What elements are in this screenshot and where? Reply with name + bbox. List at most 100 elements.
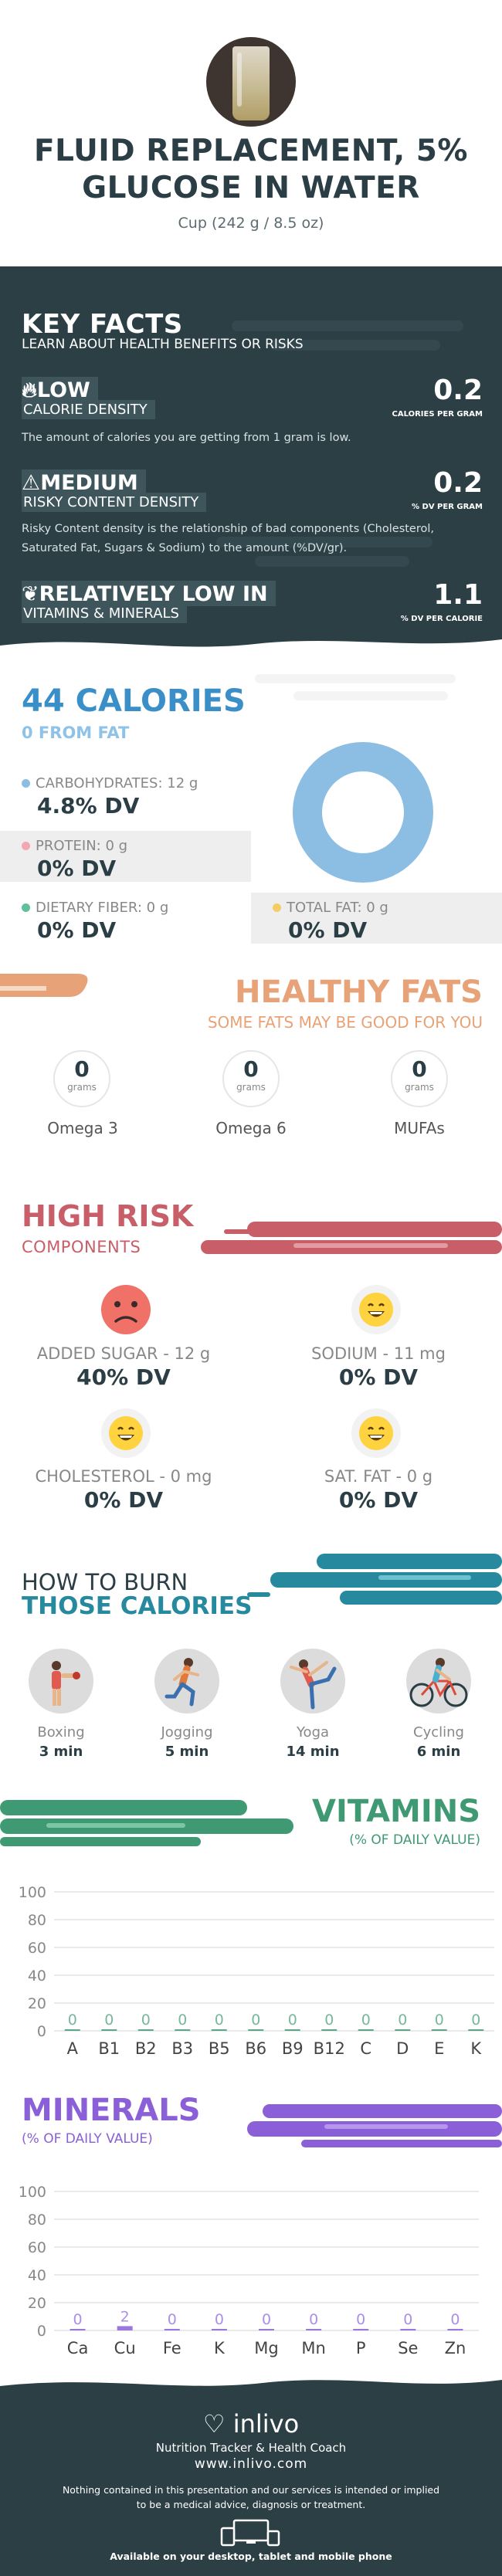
warning-icon: ⚠︎ bbox=[22, 471, 41, 495]
bar-value-label: 0 bbox=[356, 2311, 365, 2328]
sat-fat-label: SAT. FAT - 0 g bbox=[324, 1467, 433, 1486]
x-tick-label: Mg bbox=[254, 2339, 278, 2357]
added-sugar-dv: 40% DV bbox=[76, 1364, 171, 1390]
happy-face-icon bbox=[351, 1285, 401, 1334]
sodium-dv: 0% DV bbox=[338, 1364, 419, 1390]
activity-name: Yoga bbox=[296, 1724, 330, 1740]
activity-time: 5 min bbox=[165, 1744, 209, 1760]
x-tick-label: A bbox=[67, 2039, 79, 2058]
bar-value-label: 0 bbox=[141, 2012, 151, 2029]
activity-name: Cycling bbox=[413, 1724, 464, 1740]
calories-title: 44 CALORIES bbox=[22, 683, 246, 719]
bar-A bbox=[64, 2029, 80, 2031]
fact-level-risky-content: ⚠︎MEDIUM bbox=[22, 469, 146, 495]
high-risk-title: HIGH RISK bbox=[22, 1199, 194, 1233]
footer-url-link[interactable]: www.inlivo.com bbox=[194, 2456, 308, 2472]
x-tick-label: B9 bbox=[282, 2039, 304, 2058]
omega-6-label: Omega 6 bbox=[215, 1119, 287, 1137]
cholesterol-dv: 0% DV bbox=[83, 1487, 164, 1513]
omega-3-circle: 0 grams bbox=[53, 1050, 110, 1107]
cycling-icon bbox=[406, 1649, 471, 1713]
x-tick-label: B1 bbox=[98, 2039, 120, 2058]
y-tick-label: 100 bbox=[19, 2184, 46, 2201]
bar-Zn bbox=[447, 2329, 463, 2330]
bar-B9 bbox=[284, 2029, 300, 2031]
activity-time: 14 min bbox=[286, 1744, 340, 1760]
sodium-label: SODIUM - 11 mg bbox=[311, 1344, 446, 1363]
y-tick-label: 40 bbox=[28, 2267, 46, 2284]
bar-Mn bbox=[306, 2329, 322, 2330]
donut-slice-carbohydrates bbox=[293, 742, 433, 883]
decorative-stripe-minerals bbox=[247, 2104, 502, 2147]
bar-value-label: 0 bbox=[324, 2012, 334, 2029]
bar-K bbox=[211, 2329, 227, 2330]
bar-Ca bbox=[70, 2329, 86, 2330]
bar-D bbox=[395, 2029, 411, 2031]
nutrient-total-fat: TOTAL FAT: 0 g 0% DV bbox=[251, 893, 502, 944]
bar-value-label: 0 bbox=[403, 2311, 412, 2328]
cholesterol-label: CHOLESTEROL - 0 mg bbox=[35, 1467, 212, 1486]
omega-6-circle: 0 grams bbox=[222, 1050, 280, 1107]
fact-value-risky-content: 0.2 bbox=[433, 467, 483, 499]
bar-B6 bbox=[248, 2029, 264, 2031]
nutrient-carbohydrates: CARBOHYDRATES: 12 g 4.8% DV bbox=[0, 768, 255, 819]
bar-E bbox=[431, 2029, 447, 2031]
activity-name: Boxing bbox=[37, 1724, 85, 1740]
yoga-icon bbox=[280, 1649, 345, 1713]
burn-title-line1: HOW TO BURN bbox=[22, 1569, 188, 1595]
flame-icon: 🔥︎ bbox=[22, 378, 37, 402]
bar-value-label: 0 bbox=[471, 2012, 480, 2029]
bar-P bbox=[353, 2329, 369, 2330]
sad-face-icon bbox=[101, 1285, 151, 1334]
x-tick-label: Fe bbox=[163, 2339, 181, 2357]
bar-value-label: 0 bbox=[104, 2012, 114, 2029]
bar-B2 bbox=[137, 2029, 154, 2031]
x-tick-label: P bbox=[356, 2339, 366, 2357]
key-facts-subtitle: LEARN ABOUT HEALTH BENEFITS OR RISKS bbox=[22, 337, 304, 352]
fact-unit-risky-content: % DV PER GRAM bbox=[412, 503, 483, 511]
footer-logo[interactable]: ♡ inlivo bbox=[202, 2409, 300, 2439]
activity-name: Jogging bbox=[161, 1724, 213, 1740]
bar-value-label: 0 bbox=[168, 2311, 177, 2328]
vitamins-bar-chart: 0 20 40 60 80 100 0 A 0 B1 0 B2 0 B3 0 B5 0 B6 0 B9 0 B12 0 C 0 D… bbox=[19, 1884, 494, 2058]
y-tick-label: 20 bbox=[28, 2295, 46, 2312]
key-facts-section bbox=[0, 266, 502, 637]
y-tick-label: 40 bbox=[28, 1968, 46, 1985]
y-tick-label: 60 bbox=[28, 1940, 46, 1957]
footer bbox=[0, 2390, 502, 2576]
decorative-clouds-calories bbox=[255, 674, 456, 700]
x-tick-label: Zn bbox=[445, 2339, 466, 2357]
fact-unit-vitamins-minerals: % DV PER CALORIE bbox=[400, 615, 483, 623]
bar-value-label: 0 bbox=[450, 2311, 460, 2328]
bar-B5 bbox=[211, 2029, 227, 2031]
burn-title-line2: THOSE CALORIES bbox=[22, 1592, 253, 1620]
x-tick-label: Mn bbox=[301, 2339, 325, 2357]
healthy-fats-subtitle: SOME FATS MAY BE GOOD FOR YOU bbox=[207, 1013, 483, 1032]
x-tick-label: C bbox=[360, 2039, 371, 2058]
fact-description-risky-content: Risky Content density is the relationshi… bbox=[22, 523, 435, 554]
serving-size: Cup (242 g / 8.5 oz) bbox=[178, 215, 324, 232]
fact-name-vitamins-minerals: VITAMINS & MINERALS bbox=[22, 604, 187, 623]
activity-time: 6 min bbox=[416, 1744, 461, 1760]
x-tick-label: D bbox=[396, 2039, 409, 2058]
x-tick-label: K bbox=[214, 2339, 226, 2357]
mufas-circle: 0 grams bbox=[391, 1050, 448, 1107]
x-tick-label: B6 bbox=[245, 2039, 266, 2058]
y-tick-label: 80 bbox=[28, 1912, 46, 1929]
key-facts-title: KEY FACTS bbox=[22, 309, 183, 340]
x-tick-label: Cu bbox=[114, 2339, 136, 2357]
fact-level-calorie-density: 🔥︎LOW bbox=[22, 377, 98, 403]
bar-value-label: 2 bbox=[120, 2308, 130, 2325]
decorative-stripe-vitamins bbox=[0, 1800, 293, 1846]
glass-of-water-icon bbox=[232, 46, 270, 120]
y-tick-label: 20 bbox=[28, 1995, 46, 2012]
vitamins-title: VITAMINS bbox=[312, 1794, 480, 1829]
omega-3-label: Omega 3 bbox=[47, 1119, 118, 1137]
bar-value-label: 0 bbox=[262, 2311, 271, 2328]
x-tick-label: B3 bbox=[171, 2039, 193, 2058]
nutrient-dietary-fiber: DIETARY FIBER: 0 g 0% DV bbox=[0, 893, 251, 944]
x-tick-label: Se bbox=[398, 2339, 418, 2357]
bar-value-label: 0 bbox=[398, 2012, 407, 2029]
minerals-title: MINERALS bbox=[22, 2093, 201, 2128]
fact-name-risky-content: RISKY CONTENT DENSITY bbox=[22, 493, 207, 512]
